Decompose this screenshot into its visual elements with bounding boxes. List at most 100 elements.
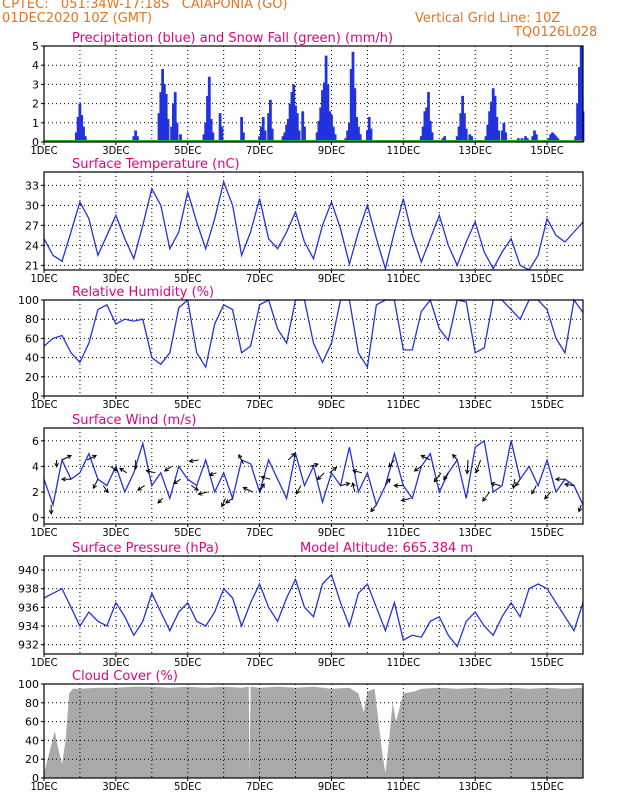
panel4-wind-arrow bbox=[329, 467, 337, 474]
panel1-precip-bar bbox=[294, 105, 297, 142]
panel1-precip-bar bbox=[425, 107, 429, 142]
panel4-wind-arrow bbox=[370, 504, 377, 512]
panel4-wind-arrow bbox=[209, 472, 217, 476]
panel4-wind-arrow bbox=[544, 491, 552, 500]
panel1-precip-bar bbox=[579, 46, 583, 142]
panel4-wind-arrowhead bbox=[137, 486, 142, 491]
run-code: TQ0126L028 bbox=[514, 25, 598, 40]
panel4-wind-arrowhead bbox=[113, 467, 119, 472]
panel4-wind-arrow bbox=[295, 485, 302, 494]
panel1-ytick-label: 2 bbox=[32, 98, 39, 111]
panel1-precip-bar bbox=[504, 132, 508, 142]
panel4-wind-arrow bbox=[452, 454, 458, 461]
panel4-ytick-label: 0 bbox=[32, 512, 39, 525]
panel5-series-line bbox=[43, 573, 584, 648]
panel1-precip-bar bbox=[157, 113, 161, 142]
panel6-group: 0 20 40 60 80 100 1DEC 3DEC 5DEC 7DEC 9DEC 11DEC 13D… bbox=[18, 669, 584, 793]
panel5-xtick-label: 15DEC bbox=[530, 656, 563, 669]
panel1-precip-bar bbox=[281, 136, 285, 142]
panel1-precip-bar bbox=[166, 119, 170, 142]
panel1-title: Precipitation (blue) and Snow Fall (gree… bbox=[72, 31, 393, 46]
panel4-ytick-label: 2 bbox=[32, 486, 39, 499]
panel4-wind-arrow bbox=[482, 491, 490, 502]
panel1-precip-bar bbox=[328, 111, 332, 142]
panel1-precip-bar bbox=[267, 113, 270, 142]
panel3-xtick-label: 5DEC bbox=[174, 398, 201, 411]
panel1-xtick-label: 1DEC bbox=[30, 144, 57, 157]
panel1-precip-bar bbox=[260, 126, 263, 142]
panel1-precip-bar bbox=[82, 126, 85, 142]
panel4-wind-arrow bbox=[119, 467, 127, 474]
panel4-wind-arrow bbox=[61, 455, 72, 461]
panel6-ytick-label: 80 bbox=[25, 697, 39, 710]
panel6-xtick-label: 15DEC bbox=[530, 780, 563, 793]
panel1-precip-bar bbox=[333, 134, 337, 142]
panel4-wind-arrowhead bbox=[313, 462, 320, 468]
panel1-precip-bar bbox=[163, 84, 166, 142]
panel5-ytick-label: 932 bbox=[18, 639, 39, 652]
panel1-precip-bar bbox=[218, 113, 222, 142]
panel1-precip-bar bbox=[202, 134, 206, 142]
panel1-precip-bar bbox=[533, 130, 536, 142]
panel4-xtick-label: 11DEC bbox=[387, 526, 420, 539]
panel4-wind-arrowhead bbox=[260, 483, 265, 488]
panel1-precip-bar bbox=[283, 132, 287, 142]
panel4-wind-arrowhead bbox=[225, 499, 230, 504]
panel5-group: 932 934 936 938 940 1DEC 3DEC 5DEC 7DEC 9DEC 11DEC… bbox=[18, 541, 584, 669]
panel1-precip-bar bbox=[173, 92, 177, 142]
panel4-wind-arrowhead bbox=[452, 453, 457, 459]
panel1-precip-bar bbox=[240, 117, 243, 142]
panel4-wind-arrowhead bbox=[345, 481, 351, 487]
panel5-xtick-label: 13DEC bbox=[459, 656, 492, 669]
panel5-xtick-label: 1DEC bbox=[30, 656, 57, 669]
panel1-precip-bar bbox=[497, 130, 500, 142]
panel4-wind-arrow bbox=[102, 485, 109, 493]
panel5-title: Surface Pressure (hPa) bbox=[72, 541, 219, 556]
panel3-ytick-label: 20 bbox=[25, 371, 39, 384]
panel2-series-line bbox=[43, 179, 584, 272]
panel6-xtick-label: 13DEC bbox=[459, 780, 492, 793]
panel4-wind-arrowhead bbox=[172, 479, 178, 485]
panel4-wind-arrowhead bbox=[351, 469, 358, 474]
panel4-xtick-label: 9DEC bbox=[318, 526, 345, 539]
panel4-wind-arrow bbox=[531, 485, 537, 494]
panel1-precip-bar bbox=[315, 132, 319, 142]
panel3-title: Relative Humidity (%) bbox=[72, 285, 214, 300]
panel4-wind-arrow bbox=[259, 483, 265, 493]
panel4-wind-arrowhead bbox=[332, 466, 338, 472]
panel4-wind-arrowhead bbox=[92, 484, 97, 490]
panel4-wind-arrowhead bbox=[66, 454, 72, 460]
panel1-precip-bar bbox=[461, 95, 464, 142]
panel4-wind-arrow bbox=[191, 485, 199, 491]
panel4-wind-arrowhead bbox=[221, 502, 226, 508]
panel1-precip-bar bbox=[134, 130, 137, 142]
panel4-wind-arrow bbox=[515, 478, 521, 487]
panel3-xtick-label: 13DEC bbox=[459, 398, 492, 411]
panel1-precip-bar bbox=[369, 128, 373, 142]
panel4-wind-arrowhead bbox=[54, 462, 59, 468]
panel6-ytick-label: 100 bbox=[18, 678, 39, 691]
panel3-ytick-label: 80 bbox=[25, 313, 39, 326]
panel4-wind-arrow bbox=[388, 459, 395, 468]
panel4-wind-arrow bbox=[352, 482, 356, 493]
panel1-precip-bar bbox=[419, 136, 423, 142]
panel1-precip-bar bbox=[493, 95, 497, 142]
panel1-precip-bar bbox=[423, 111, 427, 142]
panel1-precip-bar bbox=[321, 90, 324, 142]
panel1-precip-bar bbox=[270, 128, 274, 142]
panel4-wind-arrowhead bbox=[563, 482, 569, 488]
panel5-ytick-label: 940 bbox=[18, 564, 39, 577]
panel1-precip-bar bbox=[486, 124, 490, 142]
panel4-wind-arrow bbox=[475, 459, 482, 473]
panel4-wind-arrow bbox=[512, 479, 516, 489]
panel4-wind-arrow bbox=[466, 459, 469, 474]
panel4-wind-arrow bbox=[443, 472, 449, 480]
panel1-precip-bar bbox=[349, 69, 353, 142]
panel2-xtick-label: 1DEC bbox=[30, 272, 57, 285]
panel4-wind-arrowhead bbox=[133, 465, 138, 471]
panel1-precip-bar bbox=[220, 126, 224, 142]
panel1-precip-bar bbox=[172, 103, 175, 142]
panel1-precip-bar bbox=[427, 92, 430, 142]
station-header: CPTEC: 051:34W-17:18S CAIAPONIA (GO) bbox=[2, 0, 288, 12]
panel4-wind-arrowhead bbox=[577, 507, 583, 513]
